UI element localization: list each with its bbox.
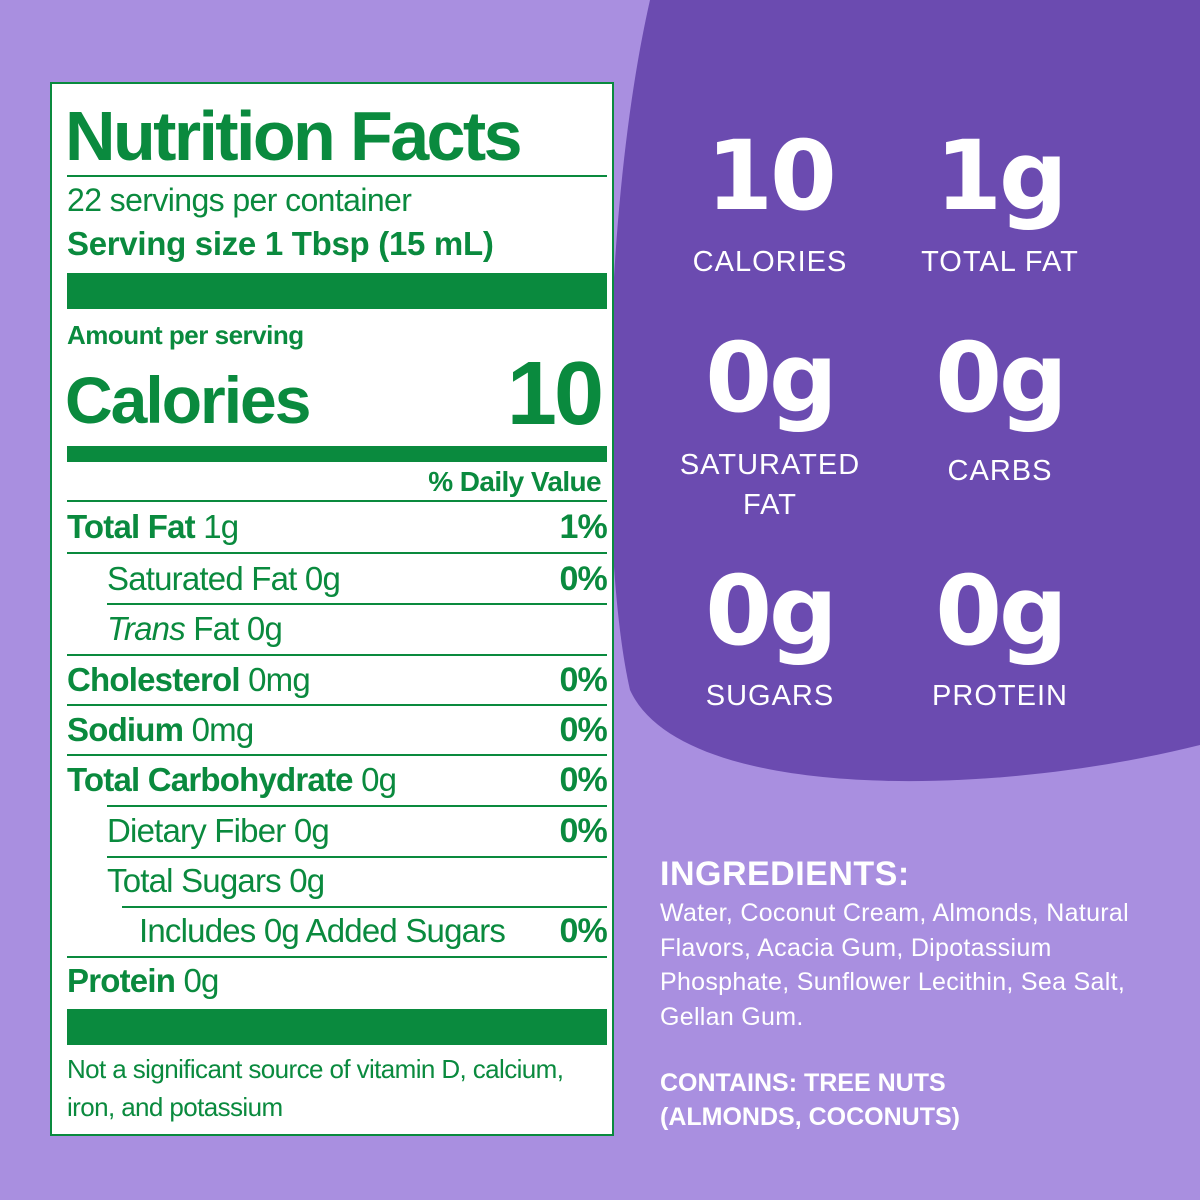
calories-value: 10 — [506, 344, 604, 444]
highlight-label: CARBS — [947, 455, 1053, 487]
nutrient-amount: 0g — [183, 962, 219, 999]
nutrient-amount: 0g — [361, 761, 397, 798]
nutrient-row: Sodium 0mg 0% — [67, 705, 608, 755]
nutrient-name: Cholesterol — [67, 661, 241, 698]
highlight-value: 1g — [935, 120, 1068, 232]
daily-value: 0% — [559, 560, 607, 598]
highlight-label: TOTAL FAT — [921, 246, 1079, 278]
thick-rule — [67, 1009, 607, 1045]
daily-value: 0% — [559, 661, 607, 699]
nutrient-row: Saturated Fat 0g 0% — [67, 554, 608, 604]
highlight-value: 0g — [935, 322, 1068, 434]
highlight-value: 0g — [935, 555, 1068, 667]
rule — [67, 552, 607, 554]
nutrient-row: Includes 0g Added Sugars 0% — [67, 906, 608, 956]
rule — [122, 906, 607, 908]
calories-label: Calories — [65, 363, 311, 437]
rule — [67, 754, 607, 756]
nutrition-label: Nutrition Facts 22 servings per containe… — [50, 82, 614, 1136]
nutrient-row: Trans Fat 0g — [67, 604, 607, 654]
nutrient-name: Total Sugars 0g — [107, 862, 325, 899]
nutrient-name: Includes 0g Added Sugars — [139, 912, 506, 949]
highlight-label: PROTEIN — [932, 680, 1068, 712]
thick-rule — [67, 273, 607, 309]
rule — [107, 805, 607, 807]
serving-size: Serving size 1 Tbsp (15 mL) — [67, 225, 494, 262]
daily-value: 0% — [559, 812, 607, 850]
nutrient-row: Cholesterol 0mg 0% — [67, 655, 608, 705]
rule — [67, 704, 607, 706]
highlight-label: CALORIES — [692, 246, 848, 278]
nutrient-row: Total Sugars 0g — [67, 856, 607, 906]
thick-rule — [67, 446, 607, 462]
highlight-value: 0g — [705, 555, 838, 667]
daily-value: 0% — [559, 761, 607, 799]
nutrient-name: Dietary Fiber 0g — [107, 812, 330, 849]
amount-per-serving: Amount per serving — [67, 320, 304, 350]
nutrient-name: Sodium — [67, 711, 184, 748]
highlight-value: 10 — [706, 120, 837, 232]
rule — [107, 856, 607, 858]
nutrient-row: Protein 0g — [67, 956, 607, 1006]
nutrient-name: Total Fat — [67, 508, 196, 545]
nutrient-amount: 0mg — [191, 711, 255, 748]
label-title: Nutrition Facts — [65, 97, 523, 175]
ingredients-heading: INGREDIENTS: — [660, 855, 910, 893]
nutrient-row: Total Carbohydrate 0g 0% — [67, 755, 608, 805]
nutrient-row: Total Fat 1g 1% — [67, 502, 608, 552]
ingredients-text: Water, Coconut Cream, Almonds, Natural F… — [660, 899, 1129, 1031]
footnote: Not a significant source of vitamin D, c… — [67, 1054, 564, 1122]
highlight-value: 0g — [705, 322, 838, 434]
rule — [67, 175, 607, 177]
rule — [67, 654, 607, 656]
daily-value: 1% — [559, 508, 607, 546]
nutrient-name: Protein — [67, 962, 176, 999]
rule — [67, 956, 607, 958]
nutrient-amount: 1g — [203, 508, 239, 545]
rule — [67, 500, 607, 502]
rule — [107, 603, 607, 605]
servings: 22 servings per container — [67, 182, 412, 218]
nutrient-name: Saturated Fat 0g — [107, 560, 341, 597]
daily-value: 0% — [559, 912, 607, 950]
nutrient-name: Fat 0g — [193, 610, 283, 647]
daily-value-header: % Daily Value — [428, 466, 601, 497]
nutrient-name-italic: Trans — [107, 610, 186, 647]
nutrient-amount: 0mg — [248, 661, 311, 698]
nutrient-row: Dietary Fiber 0g 0% — [67, 806, 608, 856]
nutrient-name: Total Carbohydrate — [67, 761, 354, 798]
allergen-statement: CONTAINS: TREE NUTS (ALMONDS, COCONUTS) — [660, 1069, 960, 1131]
daily-value: 0% — [559, 711, 607, 749]
highlight-label: SATURATED FAT — [679, 449, 861, 521]
highlight-label: SUGARS — [705, 680, 835, 712]
